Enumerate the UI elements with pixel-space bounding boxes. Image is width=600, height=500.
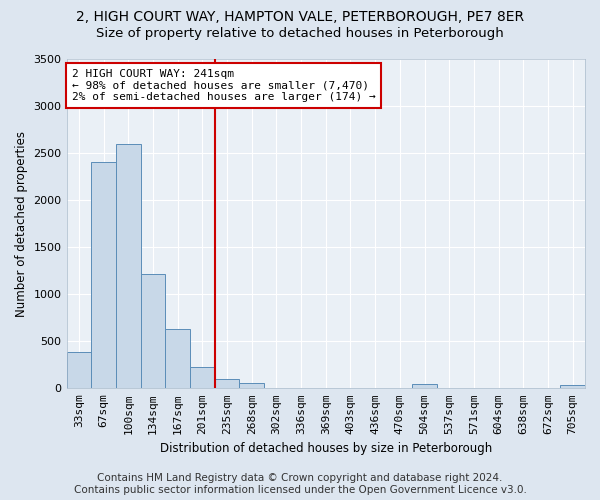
Bar xyxy=(215,379,239,388)
Text: 2, HIGH COURT WAY, HAMPTON VALE, PETERBOROUGH, PE7 8ER: 2, HIGH COURT WAY, HAMPTON VALE, PETERBO… xyxy=(76,10,524,24)
Bar xyxy=(239,382,264,388)
Bar xyxy=(190,366,215,388)
Bar xyxy=(116,144,140,388)
Bar xyxy=(560,384,585,388)
Bar xyxy=(91,162,116,388)
Y-axis label: Number of detached properties: Number of detached properties xyxy=(15,130,28,316)
Bar xyxy=(165,329,190,388)
X-axis label: Distribution of detached houses by size in Peterborough: Distribution of detached houses by size … xyxy=(160,442,492,455)
Text: 2 HIGH COURT WAY: 241sqm
← 98% of detached houses are smaller (7,470)
2% of semi: 2 HIGH COURT WAY: 241sqm ← 98% of detach… xyxy=(72,69,376,102)
Bar xyxy=(140,274,165,388)
Text: Size of property relative to detached houses in Peterborough: Size of property relative to detached ho… xyxy=(96,28,504,40)
Text: Contains HM Land Registry data © Crown copyright and database right 2024.
Contai: Contains HM Land Registry data © Crown c… xyxy=(74,474,526,495)
Bar xyxy=(412,384,437,388)
Bar xyxy=(67,352,91,389)
